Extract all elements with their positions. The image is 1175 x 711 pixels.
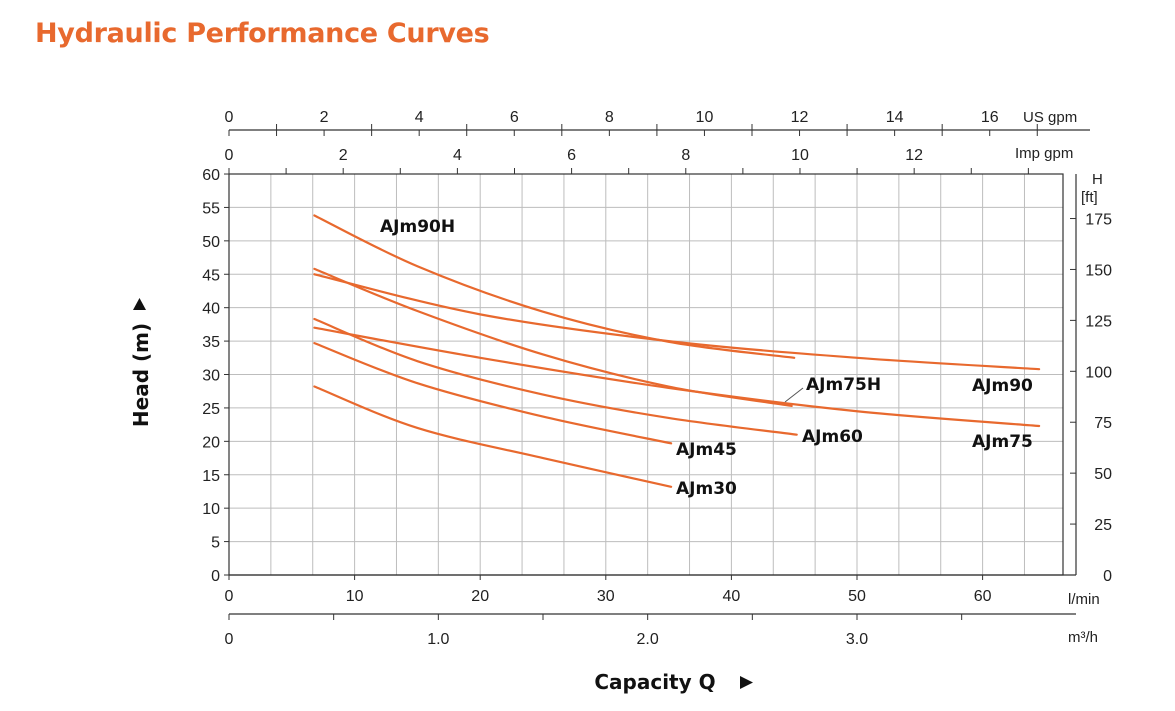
feet-tick-label: 175 [1085, 212, 1112, 229]
imp-gpm-tick-label: 4 [453, 147, 462, 164]
feet-tick-label: 150 [1085, 262, 1112, 279]
curve-label-ajm45: AJm45 [676, 440, 737, 460]
curve-label-ajm30: AJm30 [676, 479, 737, 499]
imp-gpm-tick-label: 2 [339, 147, 348, 164]
curve-ajm75 [313, 326, 1041, 428]
y-tick-label: 30 [202, 368, 220, 385]
us-gpm-tick-label: 8 [605, 109, 614, 126]
us-gpm-tick-label: 2 [320, 109, 329, 126]
us-gpm-tick-label: 14 [886, 109, 904, 126]
y-tick-label: 15 [202, 468, 220, 485]
feet-unit-label: H [1092, 171, 1103, 188]
m3h-tick-label: 1.0 [427, 631, 449, 648]
page-title: Hydraulic Performance Curves [35, 18, 490, 49]
us-gpm-tick-label: 16 [981, 109, 999, 126]
feet-tick-label: 125 [1085, 313, 1112, 330]
curve-label-ajm90: AJm90 [972, 376, 1033, 396]
us-gpm-tick-label: 6 [510, 109, 519, 126]
curves-layer [313, 214, 1041, 488]
curve-label-ajm75h: AJm75H [806, 375, 881, 395]
us-gpm-unit-label: US gpm [1023, 109, 1077, 126]
curve-label-ajm60: AJm60 [802, 427, 863, 447]
curve-ajm45 [313, 342, 673, 445]
x-tick-label: 0 [225, 588, 234, 605]
curve-label-ajm75: AJm75 [972, 432, 1033, 452]
us-gpm-tick-label: 12 [791, 109, 809, 126]
x-tick-label: 60 [974, 588, 992, 605]
y-tick-label: 25 [202, 401, 220, 418]
y-tick-label: 50 [202, 234, 220, 251]
feet-tick-label: 75 [1094, 415, 1112, 432]
y-axis-arrow-icon [133, 298, 146, 310]
m3h-unit-label: m³/h [1068, 629, 1098, 646]
y-tick-label: 20 [202, 434, 220, 451]
y-tick-label: 40 [202, 301, 220, 318]
feet-tick-label: 50 [1094, 466, 1112, 483]
m3h-tick-label: 2.0 [637, 631, 659, 648]
y-tick-label: 10 [202, 501, 220, 518]
x-axis-arrow-icon [740, 676, 753, 689]
y-tick-label: 60 [202, 167, 220, 184]
curve-ajm90h [313, 214, 796, 359]
leader-line-ajm75h [784, 387, 804, 403]
y-tick-label: 5 [211, 535, 220, 552]
curve-ajm30 [313, 385, 673, 488]
x-axis-title: Capacity Q [594, 670, 715, 694]
feet-tick-label: 0 [1103, 568, 1112, 585]
imp-gpm-tick-label: 6 [567, 147, 576, 164]
x-tick-label: 40 [723, 588, 741, 605]
feet-tick-label: 25 [1094, 517, 1112, 534]
labels-layer: AJm90H AJm90 AJm75H AJm75 AJm60 AJm45 AJm30 [380, 217, 1033, 499]
y-tick-label: 55 [202, 200, 220, 217]
us-gpm-tick-label: 0 [225, 109, 234, 126]
m3h-tick-label: 0 [225, 631, 234, 648]
curve-label-ajm90h: AJm90H [380, 217, 455, 237]
feet-unit-label: [ft] [1081, 189, 1098, 206]
y-tick-label: 0 [211, 568, 220, 585]
curve-ajm90 [313, 273, 1041, 371]
x-tick-label: 50 [848, 588, 866, 605]
us-gpm-tick-label: 4 [415, 109, 424, 126]
x-unit-label: l/min [1068, 591, 1100, 608]
imp-gpm-tick-label: 0 [225, 147, 234, 164]
y-tick-label: 35 [202, 334, 220, 351]
x-tick-label: 10 [346, 588, 364, 605]
imp-gpm-tick-label: 8 [681, 147, 690, 164]
imp-gpm-tick-label: 10 [791, 147, 809, 164]
x-tick-label: 30 [597, 588, 615, 605]
x-tick-label: 20 [471, 588, 489, 605]
us-gpm-tick-label: 10 [696, 109, 714, 126]
curve-ajm75h [313, 267, 793, 408]
imp-gpm-unit-label: Imp gpm [1015, 145, 1073, 162]
curve-ajm60 [313, 317, 798, 436]
m3h-tick-label: 3.0 [846, 631, 868, 648]
grid-layer [229, 173, 1063, 575]
imp-gpm-tick-label: 12 [905, 147, 923, 164]
y-tick-label: 45 [202, 267, 220, 284]
y-axis-title: Head (m) [129, 323, 153, 427]
feet-tick-label: 100 [1085, 364, 1112, 381]
